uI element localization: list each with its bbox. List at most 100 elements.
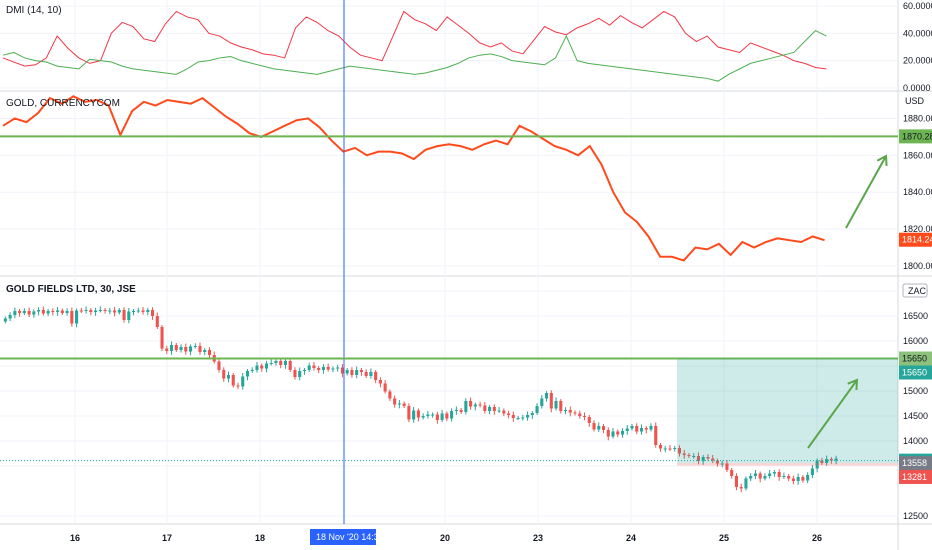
candle-body	[122, 310, 126, 320]
time-tick-label: 20	[440, 533, 450, 543]
price-tick-label: 16500	[903, 311, 928, 321]
candle-body	[573, 412, 577, 414]
candle-body	[720, 463, 724, 465]
candle-body	[117, 310, 121, 313]
price-tick-label: 20.0000	[903, 56, 932, 66]
gfi-unit-label: ZAC	[908, 286, 927, 296]
price-tick-label: 0.0000	[903, 83, 931, 93]
candle-body	[711, 458, 715, 461]
dmi-pane[interactable]	[2, 10, 827, 82]
candle-body	[245, 371, 250, 377]
candle-body	[407, 406, 411, 420]
candle-body	[801, 477, 805, 481]
candle-body	[658, 445, 663, 449]
candle-body	[255, 365, 259, 370]
candle-body	[777, 472, 781, 477]
gfi-entry-tag: 13558	[902, 458, 927, 468]
candle-body	[445, 413, 449, 419]
candle-body	[478, 404, 482, 406]
candle-body	[469, 401, 473, 407]
candle-body	[787, 476, 791, 479]
candle-body	[203, 350, 207, 352]
candle-body	[416, 410, 420, 418]
candle-body	[331, 368, 335, 370]
candle-body	[84, 310, 88, 311]
candle-body	[758, 473, 762, 479]
candle-body	[32, 311, 36, 315]
candle-body	[75, 310, 79, 324]
candle-body	[521, 417, 525, 419]
candle-body	[450, 411, 454, 419]
candle-body	[217, 361, 221, 370]
candle-body	[649, 426, 653, 430]
gold-pane[interactable]	[2, 95, 825, 262]
candle-body	[293, 370, 297, 377]
drawing-overlays[interactable]: 1870.281814.2415650156501360719:23135581…	[0, 0, 932, 524]
gold-title: GOLD, CURRENCYCOM	[6, 98, 120, 109]
crosshair-time-tag	[310, 529, 376, 545]
candle-body	[141, 310, 145, 312]
candle-body	[340, 367, 344, 374]
gfi-target-tag-bg	[899, 365, 932, 380]
candle-body	[796, 477, 800, 481]
candle-body	[497, 410, 501, 412]
candle-body	[502, 410, 506, 414]
candle-body	[483, 405, 487, 411]
candle-body	[188, 346, 193, 352]
candle-body	[744, 478, 748, 489]
zac-unit-box[interactable]	[902, 283, 928, 298]
candle-body	[136, 310, 140, 312]
candle-body	[89, 310, 93, 312]
candle-body	[639, 428, 644, 432]
candle-body	[535, 406, 539, 413]
candle-body	[592, 423, 596, 430]
price-tick-label: 40.0000	[903, 28, 932, 38]
gold-level-tag-bg	[899, 129, 932, 144]
time-tick-label: 16	[70, 533, 80, 543]
candle-body	[132, 311, 136, 312]
gfi-trend-arrow[interactable]	[807, 379, 858, 449]
gold-trend-arrow-head	[876, 154, 888, 167]
candle-body	[13, 311, 17, 315]
profit-zone[interactable]	[677, 358, 898, 464]
candle-body	[174, 345, 178, 350]
candle-body	[397, 403, 401, 405]
gfi-stop-tag-bg	[899, 469, 932, 484]
candle-body	[559, 401, 563, 411]
candle-body	[635, 426, 639, 432]
candle-body	[288, 361, 292, 370]
candle-body	[421, 416, 425, 418]
candle-body	[677, 448, 682, 454]
candle-body	[46, 311, 50, 314]
gold-fields-pane[interactable]	[3, 306, 838, 493]
candle-body	[611, 431, 615, 437]
candle-body	[388, 391, 392, 399]
dmi-title: DMI (14, 10)	[6, 5, 62, 16]
price-tick-label: 1840.00	[903, 187, 932, 197]
candle-body	[113, 310, 117, 313]
gold-trend-arrow[interactable]	[845, 155, 887, 229]
gfi-stop-tag: 13281	[902, 472, 927, 482]
candle-body	[169, 345, 174, 351]
candle-body	[27, 311, 31, 315]
candle-body	[326, 367, 330, 370]
candle-body	[260, 365, 264, 369]
candle-body	[701, 457, 705, 461]
candle-body	[834, 458, 838, 461]
loss-zone[interactable]	[677, 463, 898, 466]
candle-body	[307, 365, 311, 370]
candle-body	[687, 455, 691, 456]
candle-body	[725, 463, 729, 470]
candle-body	[350, 370, 354, 375]
candle-body	[98, 310, 102, 311]
candle-body	[207, 350, 212, 355]
candle-body	[696, 456, 701, 461]
candle-body	[312, 365, 316, 368]
candle-body	[369, 372, 373, 376]
candle-body	[37, 310, 41, 312]
candle-body	[492, 407, 496, 411]
candle-body	[749, 476, 753, 479]
